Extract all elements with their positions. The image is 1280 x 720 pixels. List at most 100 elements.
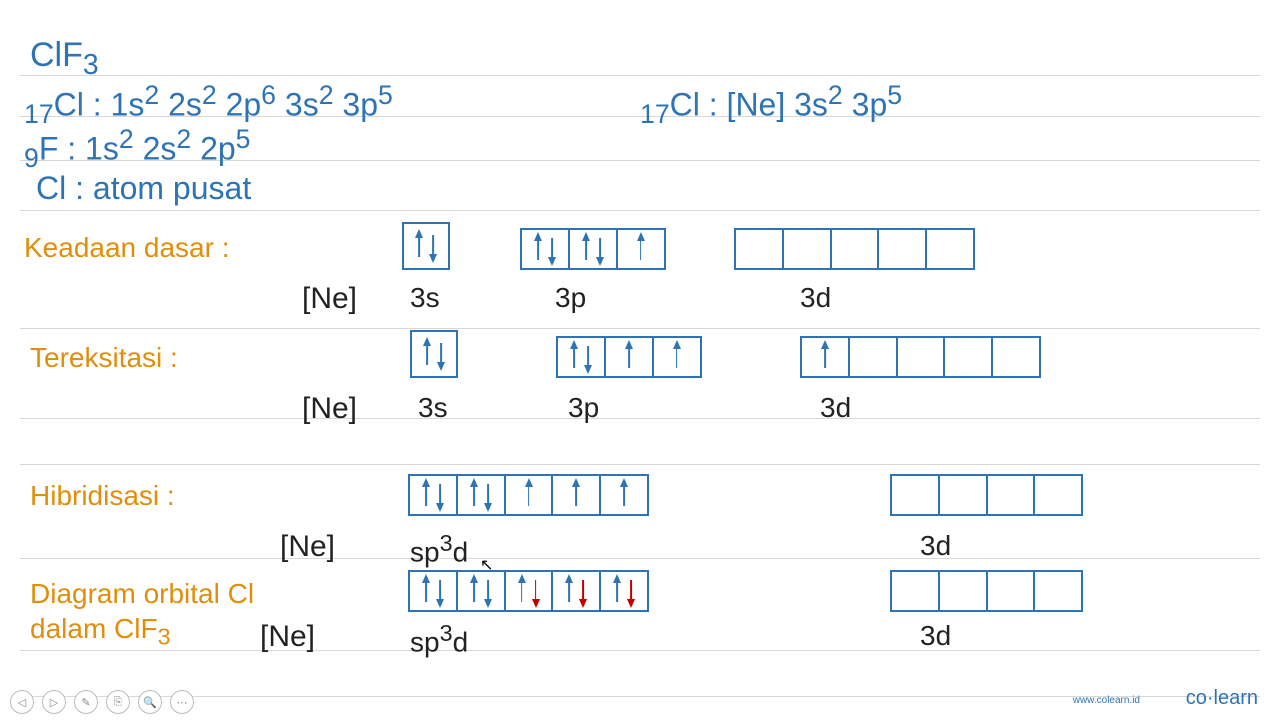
orbital-box xyxy=(782,228,832,270)
orbital-box xyxy=(986,570,1036,612)
orbital-box xyxy=(604,336,654,378)
orbital-group xyxy=(520,228,666,270)
rule-line xyxy=(20,328,1260,329)
electron-arrow xyxy=(422,337,432,371)
rule-line xyxy=(20,75,1260,76)
electron-arrow xyxy=(581,232,591,266)
electron-arrow xyxy=(533,232,543,266)
toolbar-button[interactable]: ⎘ xyxy=(106,690,130,714)
toolbar-button[interactable]: ⋯ xyxy=(170,690,194,714)
orbital-box xyxy=(551,474,601,516)
orbital-group xyxy=(556,336,702,378)
orbital-label: 3d xyxy=(820,392,851,424)
molecule-title: ClF3 xyxy=(30,36,99,82)
orbital-label: 3d xyxy=(800,282,831,314)
electron-arrow xyxy=(624,340,634,374)
orbital-label: 3p xyxy=(568,392,599,424)
orbital-box xyxy=(410,330,458,378)
config-cl-short: 17Cl : [Ne] 3s2 3p5 xyxy=(640,80,902,130)
electron-arrow xyxy=(524,478,534,512)
electron-arrow xyxy=(578,574,588,608)
orbital-box xyxy=(938,474,988,516)
orbital-box xyxy=(520,228,570,270)
footer-url: www.colearn.id xyxy=(1073,695,1140,706)
orbital-box xyxy=(991,336,1041,378)
toolbar-button[interactable]: 🔍 xyxy=(138,690,162,714)
orbital-box xyxy=(877,228,927,270)
orbital-box xyxy=(556,336,606,378)
electron-arrow xyxy=(583,340,593,374)
orbital-box xyxy=(943,336,993,378)
electron-arrow xyxy=(612,574,622,608)
rule-line xyxy=(20,558,1260,559)
electron-arrow xyxy=(483,478,493,512)
electron-arrow xyxy=(571,478,581,512)
electron-arrow xyxy=(531,574,541,608)
orbital-box xyxy=(890,474,940,516)
orbital-label: sp3d xyxy=(410,530,468,568)
brand-logo: co·learn xyxy=(1186,687,1258,710)
orbital-group xyxy=(890,570,1083,612)
electron-arrow xyxy=(414,229,424,263)
orbital-label: 3d xyxy=(920,620,951,652)
row-title: Diagram orbital Cldalam ClF3 xyxy=(30,576,254,652)
page-root: ClF317Cl : 1s2 2s2 2p6 3s2 3p5 17Cl : [Ne… xyxy=(0,0,1280,720)
orbital-box xyxy=(402,222,450,270)
orbital-box xyxy=(408,474,458,516)
electron-arrow xyxy=(469,574,479,608)
core-label: [Ne] xyxy=(280,530,335,564)
orbital-box xyxy=(456,474,506,516)
electron-arrow xyxy=(626,574,636,608)
orbital-box xyxy=(800,336,850,378)
config-cl-full: 17Cl : 1s2 2s2 2p6 3s2 3p5 xyxy=(24,80,393,130)
orbital-label: 3d xyxy=(920,530,951,562)
toolbar: ◁ ▷ ✎ ⎘ 🔍 ⋯ xyxy=(10,690,194,714)
orbital-label: 3p xyxy=(555,282,586,314)
orbital-box xyxy=(1033,570,1083,612)
core-label: [Ne] xyxy=(302,392,357,426)
orbital-box xyxy=(551,570,601,612)
electron-arrow xyxy=(569,340,579,374)
electron-arrow xyxy=(436,337,446,371)
orbital-group xyxy=(408,474,649,516)
orbital-box xyxy=(504,474,554,516)
orbital-box xyxy=(986,474,1036,516)
core-label: [Ne] xyxy=(260,620,315,654)
orbital-box xyxy=(1033,474,1083,516)
toolbar-button[interactable]: ▷ xyxy=(42,690,66,714)
orbital-box xyxy=(616,228,666,270)
toolbar-button[interactable]: ◁ xyxy=(10,690,34,714)
orbital-box xyxy=(504,570,554,612)
orbital-box xyxy=(568,228,618,270)
orbital-box xyxy=(848,336,898,378)
electron-arrow xyxy=(469,478,479,512)
orbital-box xyxy=(830,228,880,270)
electron-arrow xyxy=(435,478,445,512)
orbital-label: sp3d xyxy=(410,620,468,658)
orbital-group xyxy=(734,228,975,270)
electron-arrow xyxy=(820,340,830,374)
atom-pusat: Cl : atom pusat xyxy=(36,170,251,207)
orbital-box xyxy=(652,336,702,378)
orbital-box xyxy=(408,570,458,612)
electron-arrow xyxy=(483,574,493,608)
electron-arrow xyxy=(564,574,574,608)
orbital-group xyxy=(890,474,1083,516)
orbital-box xyxy=(890,570,940,612)
electron-arrow xyxy=(517,574,527,608)
rule-line xyxy=(20,464,1260,465)
orbital-box xyxy=(599,570,649,612)
toolbar-button[interactable]: ✎ xyxy=(74,690,98,714)
orbital-box xyxy=(925,228,975,270)
orbital-box xyxy=(896,336,946,378)
electron-arrow xyxy=(428,229,438,263)
electron-arrow xyxy=(636,232,646,266)
orbital-box xyxy=(599,474,649,516)
electron-arrow xyxy=(421,478,431,512)
rule-line xyxy=(20,210,1260,211)
cursor-icon: ↖ xyxy=(480,555,493,575)
orbital-box xyxy=(734,228,784,270)
rule-line xyxy=(20,418,1260,419)
orbital-group xyxy=(800,336,1041,378)
electron-arrow xyxy=(595,232,605,266)
